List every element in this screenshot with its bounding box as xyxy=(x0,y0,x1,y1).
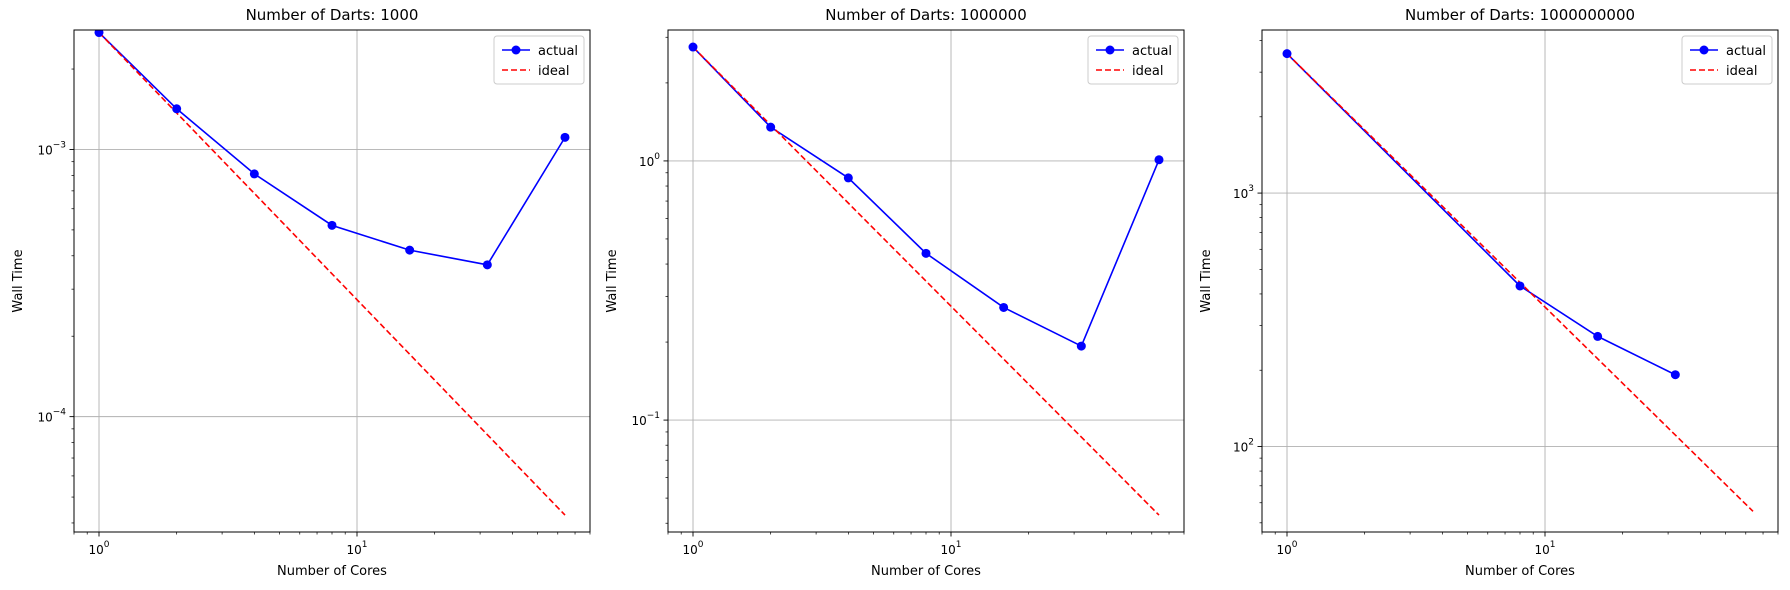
y-tick-label: 10−4 xyxy=(37,408,66,425)
axes-frame xyxy=(73,29,591,533)
legend: actual ideal xyxy=(1681,35,1773,85)
y-axis-label: Wall Time xyxy=(1199,249,1214,312)
legend-label-ideal: ideal xyxy=(538,64,569,79)
x-axis-label: Number of Cores xyxy=(1465,564,1575,579)
chart-panel-1: 100 101 10−4 10−3 Number of Darts: 1000 Numbe… xyxy=(11,6,591,579)
data-point xyxy=(766,122,776,132)
data-point xyxy=(172,104,182,114)
chart-title: Number of Darts: 1000 xyxy=(246,6,419,24)
x-tick-label: 101 xyxy=(346,540,367,557)
data-point xyxy=(1282,49,1292,59)
x-tick-label: 100 xyxy=(1276,540,1297,557)
data-point xyxy=(1076,341,1086,351)
x-tick-label: 100 xyxy=(682,540,703,557)
plot-area xyxy=(1282,49,1754,512)
legend-label-ideal: ideal xyxy=(1132,64,1163,79)
y-axis-label: Wall Time xyxy=(605,249,620,312)
chart-title: Number of Darts: 1000000000 xyxy=(1405,6,1635,24)
data-point xyxy=(249,169,259,179)
x-axis-label: Number of Cores xyxy=(871,564,981,579)
series-line-ideal xyxy=(98,31,566,516)
legend-marker xyxy=(511,45,521,55)
legend-marker xyxy=(1105,45,1115,55)
data-point xyxy=(843,173,853,183)
legend-label-actual: actual xyxy=(538,44,578,59)
y-tick-label: 103 xyxy=(1233,184,1254,201)
series-line-ideal xyxy=(692,46,1160,516)
data-point xyxy=(560,132,570,142)
legend: actual ideal xyxy=(1087,35,1179,85)
legend-label-ideal: ideal xyxy=(1726,64,1757,79)
chart-title: Number of Darts: 1000000 xyxy=(825,6,1026,24)
legend-label-actual: actual xyxy=(1726,44,1766,59)
plot-area xyxy=(688,42,1164,516)
legend-label-actual: actual xyxy=(1132,44,1172,59)
data-point xyxy=(921,248,931,258)
chart-panel-2: 100 101 10−1 100 Number of Darts: 1000000 Num… xyxy=(605,6,1185,579)
y-tick-label: 10−1 xyxy=(631,411,660,428)
data-point xyxy=(1593,331,1603,341)
series-line-actual xyxy=(1286,53,1676,376)
y-tick-label: 10−3 xyxy=(37,140,66,157)
axes-frame xyxy=(1261,29,1779,533)
data-point xyxy=(1515,281,1525,291)
data-point xyxy=(1670,370,1680,380)
data-point xyxy=(1154,155,1164,165)
data-point xyxy=(327,220,337,230)
legend: actual ideal xyxy=(493,35,585,85)
data-point xyxy=(405,245,415,255)
x-tick-label: 101 xyxy=(940,540,961,557)
plot-area xyxy=(94,30,570,516)
series-line-actual xyxy=(692,46,1160,348)
y-tick-label: 100 xyxy=(639,152,660,169)
y-axis-label: Wall Time xyxy=(11,249,26,312)
chart-panel-3: 100 101 102 103 Number of Darts: 1000000000 N… xyxy=(1199,6,1779,579)
x-axis-label: Number of Cores xyxy=(277,564,387,579)
data-point xyxy=(999,302,1009,312)
y-tick-label: 102 xyxy=(1233,438,1254,455)
x-tick-label: 101 xyxy=(1534,540,1555,557)
axes-frame xyxy=(667,29,1185,533)
data-point xyxy=(688,42,698,52)
data-point xyxy=(482,260,492,270)
data-point xyxy=(94,30,104,38)
legend-marker xyxy=(1699,45,1709,55)
x-tick-label: 100 xyxy=(88,540,109,557)
